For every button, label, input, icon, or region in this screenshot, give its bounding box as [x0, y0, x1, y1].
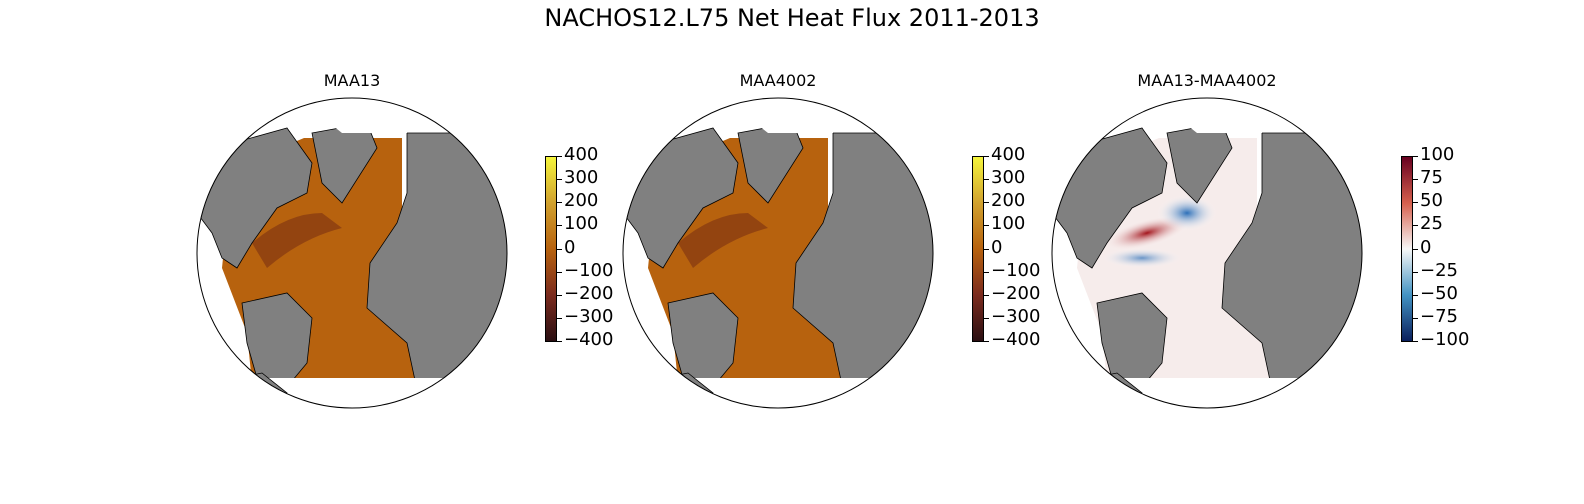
colorbar-maa13: 400 300 200 100 0 −100 −200 −300 −400: [545, 144, 655, 350]
negative-anomaly: [1102, 248, 1182, 268]
map-panel-difference: MAA13-MAA4002: [1047, 68, 1367, 413]
land-europe-africa: [792, 132, 933, 408]
arctic-no-data: [1147, 98, 1262, 133]
colorbar-tick-label: 200: [564, 190, 599, 211]
colorbar-tick-label: −400: [991, 329, 1041, 350]
colorbar-tick-label: −400: [564, 329, 614, 350]
colorbar-gradient: [1401, 156, 1413, 342]
colorbar-tick-label: 400: [564, 144, 599, 165]
globe-map: [1051, 97, 1363, 409]
panel-title: MAA13-MAA4002: [1137, 71, 1277, 90]
colorbar-tick-label: −100: [991, 260, 1041, 281]
ocean-cold-band: [252, 213, 342, 268]
map-panel-maa13: MAA13: [192, 68, 512, 413]
ocean-cold-band: [678, 213, 768, 268]
colorbar-tick-label: −100: [1420, 329, 1470, 350]
colorbar-tick-label: 100: [1420, 144, 1455, 165]
colorbar-tick-label: 25: [1420, 213, 1443, 234]
colorbar-tick-label: 300: [991, 167, 1026, 188]
figure-title: NACHOS12.L75 Net Heat Flux 2011-2013: [544, 4, 1040, 32]
colorbar-gradient: [545, 156, 557, 342]
colorbar-tick-label: −300: [991, 306, 1041, 327]
colorbar-tick-label: −200: [564, 283, 614, 304]
colorbar-tick-label: 0: [564, 237, 576, 258]
globe-map: [622, 97, 934, 409]
panel-title: MAA4002: [739, 71, 817, 90]
land-europe-africa: [366, 132, 507, 408]
colorbar-tick-label: 400: [991, 144, 1026, 165]
colorbar-tick-label: −200: [991, 283, 1041, 304]
colorbar-tick-label: −100: [564, 260, 614, 281]
arctic-no-data: [718, 98, 833, 133]
colorbar-gradient: [972, 156, 984, 342]
colorbar-tick-label: 50: [1420, 190, 1443, 211]
colorbar-tick-label: −300: [564, 306, 614, 327]
colorbar-maa4002: 400 300 200 100 0 −100 −200 −300 −400: [972, 144, 1082, 350]
colorbar-tick-label: 100: [991, 213, 1026, 234]
colorbar-tick-label: −25: [1420, 260, 1458, 281]
map-panel-maa4002: MAA4002: [618, 68, 938, 413]
colorbar-tick-label: −50: [1420, 283, 1458, 304]
colorbar-tick-label: 100: [564, 213, 599, 234]
colorbar-tick-label: 75: [1420, 167, 1443, 188]
land-europe-africa: [1221, 132, 1362, 408]
arctic-no-data: [292, 98, 407, 133]
globe-map: [196, 97, 508, 409]
colorbar-tick-label: −75: [1420, 306, 1458, 327]
colorbar-tick-label: 0: [991, 237, 1003, 258]
colorbar-tick-label: 300: [564, 167, 599, 188]
colorbar-difference: 100 75 50 25 0 −25 −50 −75 −100: [1401, 144, 1511, 350]
panel-title: MAA13: [323, 71, 381, 90]
colorbar-tick-label: 200: [991, 190, 1026, 211]
colorbar-tick-label: 0: [1420, 237, 1432, 258]
negative-anomaly: [1157, 195, 1217, 231]
